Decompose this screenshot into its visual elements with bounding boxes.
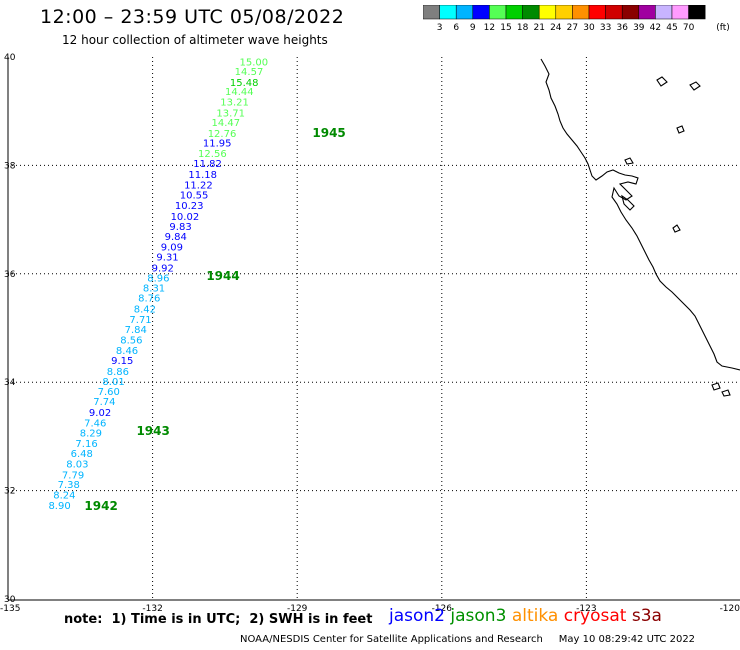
satellite-cryosat: cryosat bbox=[563, 606, 632, 626]
swh-value: 7.79 bbox=[62, 470, 84, 481]
colorbar-unit: (ft) bbox=[716, 23, 730, 33]
swh-value: 7.46 bbox=[84, 418, 106, 429]
swh-value: 7.16 bbox=[75, 439, 97, 450]
colorbar-label: 9 bbox=[470, 23, 476, 33]
swh-value: 7.38 bbox=[58, 480, 80, 491]
swh-value: 8.96 bbox=[147, 274, 169, 285]
swh-value: 11.95 bbox=[203, 139, 232, 150]
latitude-tick: 34 bbox=[4, 378, 16, 388]
axis-labels: -135 -132 -129 -126 -123 -120 40 38 36 34 32 30 bbox=[0, 53, 740, 614]
chart-title: 12:00 – 23:59 UTC 05/08/2022 bbox=[40, 6, 345, 28]
swh-value: 8.31 bbox=[143, 283, 165, 294]
time-label: 1942 bbox=[84, 499, 117, 513]
colorbar-label: 33 bbox=[600, 23, 611, 33]
time-labels: 1945 1944 1943 1942 bbox=[84, 126, 345, 513]
swh-value: 7.74 bbox=[93, 397, 115, 408]
swh-value: 15.48 bbox=[230, 78, 259, 89]
colorbar-label: 36 bbox=[616, 23, 628, 33]
swh-value: 8.24 bbox=[53, 490, 75, 501]
swh-value: 14.47 bbox=[212, 118, 241, 129]
swh-value: 9.15 bbox=[111, 356, 133, 367]
units-note: note: 1) Time is in UTC; 2) SWH is in fe… bbox=[64, 612, 373, 627]
swh-value: 13.21 bbox=[220, 97, 249, 108]
swh-value: 6.48 bbox=[71, 449, 93, 460]
swh-value: 8.29 bbox=[80, 429, 102, 440]
swh-value: 12.76 bbox=[208, 129, 237, 140]
longitude-tick: -132 bbox=[142, 604, 162, 614]
map-frame bbox=[7, 57, 740, 601]
swh-value: 10.55 bbox=[180, 191, 209, 202]
longitude-tick: -120 bbox=[720, 604, 740, 614]
satellite-legend: jason2 jason3 altika cryosat s3a bbox=[389, 606, 662, 626]
swh-value: 8.86 bbox=[107, 367, 129, 378]
wave-height-colorbar: 3 6 9 12 15 18 21 24 27 30 33 36 39 42 45 70 (ft) bbox=[423, 5, 730, 33]
swh-value: 9.92 bbox=[152, 263, 174, 274]
colorbar-label: 30 bbox=[583, 23, 595, 33]
satellite-s3a: s3a bbox=[631, 606, 662, 626]
time-label: 1943 bbox=[136, 424, 169, 438]
longitude-tick: -135 bbox=[0, 604, 20, 614]
latitude-tick: 36 bbox=[4, 270, 16, 280]
swh-value: 10.02 bbox=[171, 212, 200, 223]
swh-value: 8.56 bbox=[120, 335, 142, 346]
swh-value: 8.46 bbox=[116, 346, 138, 357]
latitude-tick: 38 bbox=[4, 161, 16, 171]
footer-credit: NOAA/NESDIS Center for Satellite Applica… bbox=[240, 634, 696, 645]
colorbar-label: 24 bbox=[550, 23, 562, 33]
colorbar-label: 15 bbox=[500, 23, 511, 33]
swh-value: 8.42 bbox=[134, 304, 156, 315]
satellite-jason3: jason3 bbox=[450, 606, 512, 626]
colorbar-label: 42 bbox=[650, 23, 661, 33]
swh-value: 11.18 bbox=[188, 170, 217, 181]
swh-value: 15.00 bbox=[239, 57, 268, 68]
swh-value: 11.82 bbox=[193, 159, 222, 170]
satellite-altika: altika bbox=[511, 606, 564, 626]
swh-value: 7.71 bbox=[129, 315, 151, 326]
swh-value: 10.23 bbox=[175, 201, 204, 212]
colorbar-label: 39 bbox=[633, 23, 645, 33]
swh-value: 9.02 bbox=[89, 408, 111, 419]
colorbar-label: 12 bbox=[484, 23, 495, 33]
swh-value: 13.71 bbox=[216, 108, 245, 119]
colorbar-label: 21 bbox=[533, 23, 544, 33]
latitude-tick: 32 bbox=[4, 487, 15, 497]
swh-value: 8.76 bbox=[138, 294, 160, 305]
latitude-tick: 40 bbox=[4, 53, 16, 63]
colorbar-label: 18 bbox=[517, 23, 529, 33]
swh-value: 9.31 bbox=[156, 252, 178, 263]
swh-value: 8.01 bbox=[102, 377, 124, 388]
california-coastline bbox=[540, 58, 740, 397]
longitude-tick: -126 bbox=[432, 604, 453, 614]
swh-labels: 15.0014.5715.4814.4413.2113.7114.4712.76… bbox=[48, 57, 268, 512]
longitude-tick: -123 bbox=[576, 604, 596, 614]
swh-value: 9.83 bbox=[169, 222, 191, 233]
colorbar-swatch bbox=[688, 5, 706, 20]
time-label: 1944 bbox=[206, 269, 239, 283]
swh-value: 7.84 bbox=[125, 325, 147, 336]
swh-value: 9.09 bbox=[161, 243, 183, 254]
colorbar-label: 3 bbox=[437, 23, 443, 33]
swh-value: 12.56 bbox=[198, 149, 227, 160]
colorbar-label: 6 bbox=[453, 23, 459, 33]
swh-value: 7.60 bbox=[98, 387, 120, 398]
swh-value: 8.90 bbox=[48, 501, 70, 512]
swh-value: 9.84 bbox=[165, 232, 187, 243]
time-label: 1945 bbox=[312, 126, 345, 140]
colorbar-label: 45 bbox=[666, 23, 677, 33]
swh-value: 14.44 bbox=[225, 87, 254, 98]
satellite-jason2: jason2 bbox=[389, 606, 451, 626]
chart-subtitle: 12 hour collection of altimeter wave hei… bbox=[62, 33, 328, 47]
swh-value: 8.03 bbox=[66, 460, 88, 471]
graticule bbox=[8, 57, 740, 600]
colorbar-label: 70 bbox=[683, 23, 695, 33]
colorbar-label: 27 bbox=[567, 23, 578, 33]
swh-value: 14.57 bbox=[235, 67, 264, 78]
longitude-tick: -129 bbox=[287, 604, 308, 614]
swh-value: 11.22 bbox=[184, 180, 213, 191]
latitude-tick: 30 bbox=[4, 595, 16, 605]
